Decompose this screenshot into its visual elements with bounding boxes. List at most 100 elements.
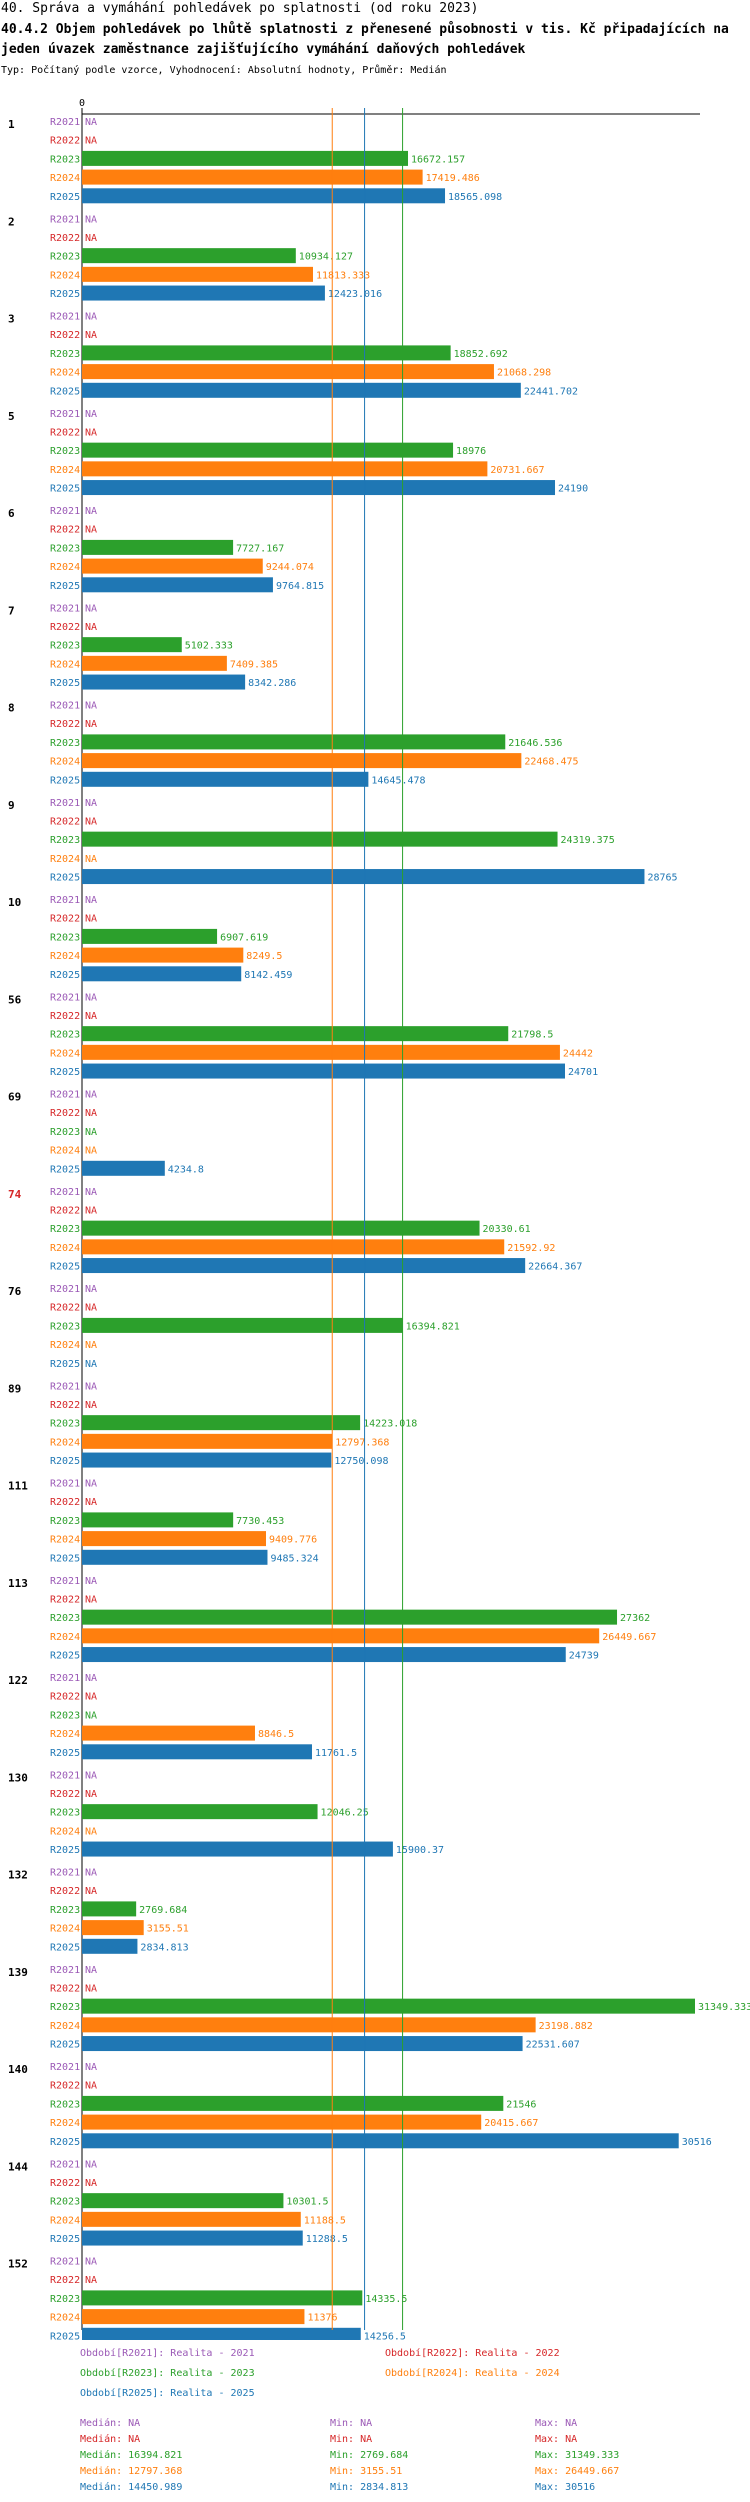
series-label: R2023	[50, 1808, 80, 1819]
na-label: NA	[85, 1497, 97, 1508]
bar-140-R2024	[82, 2114, 482, 2130]
data-label: 10934.127	[299, 252, 353, 263]
data-label: 21646.536	[508, 738, 562, 749]
bar-56-R2023	[82, 1026, 509, 1042]
series-label: R2021	[50, 1965, 80, 1976]
series-label: R2021	[50, 603, 80, 614]
data-label: 9485.324	[270, 1553, 318, 1564]
series-label: R2022	[50, 1108, 80, 1119]
chart-meta: Typ: Počítaný podle vzorce, Vyhodnocení:…	[1, 65, 447, 76]
group-label-74: 74	[8, 1188, 22, 1201]
bar-7-R2025	[82, 674, 246, 690]
series-label: R2023	[50, 446, 80, 457]
bar-56-R2024	[82, 1044, 560, 1060]
series-label: R2021	[50, 1187, 80, 1198]
data-label: 12750.098	[334, 1456, 388, 1467]
series-label: R2025	[50, 484, 80, 495]
series-label: R2021	[50, 1868, 80, 1879]
series-label: R2024	[50, 1437, 80, 1448]
bar-6-R2023	[82, 539, 234, 555]
series-label: R2025	[50, 775, 80, 786]
na-label: NA	[85, 854, 97, 865]
legend-min-R2023: Min: 2769.684	[330, 2450, 409, 2461]
bar-89-R2025	[82, 1452, 332, 1468]
bar-8-R2024	[82, 753, 522, 769]
bar-9-R2025	[82, 869, 645, 885]
series-label: R2025	[50, 678, 80, 689]
series-label: R2023	[50, 1321, 80, 1332]
data-label: 24442	[563, 1048, 593, 1059]
group-label-5: 5	[8, 410, 15, 423]
group-label-3: 3	[8, 313, 15, 326]
data-label: 2769.684	[139, 1905, 187, 1916]
data-label: 21798.5	[511, 1030, 553, 1041]
bar-7-R2023	[82, 637, 182, 653]
series-label: R2025	[50, 386, 80, 397]
series-label: R2023	[50, 252, 80, 263]
series-label: R2022	[50, 914, 80, 925]
na-label: NA	[85, 1381, 97, 1392]
data-label: 16672.157	[411, 154, 465, 165]
na-label: NA	[85, 622, 97, 633]
series-label: R2022	[50, 1400, 80, 1411]
series-label: R2021	[50, 1673, 80, 1684]
bar-132-R2025	[82, 1938, 138, 1954]
bar-74-R2024	[82, 1239, 505, 1255]
series-label: R2022	[50, 2178, 80, 2189]
chart-title: 40. Správa a vymáhání pohledávek po spla…	[1, 1, 479, 16]
bar-113-R2023	[82, 1609, 618, 1625]
series-label: R2023	[50, 2002, 80, 2013]
series-label: R2021	[50, 2257, 80, 2268]
bar-140-R2025	[82, 2133, 679, 2149]
data-label: 20731.667	[490, 465, 544, 476]
na-label: NA	[85, 1011, 97, 1022]
bar-111-R2023	[82, 1512, 234, 1528]
group-label-111: 111	[8, 1480, 28, 1493]
series-label: R2025	[50, 1942, 80, 1953]
bar-144-R2025	[82, 2230, 303, 2246]
series-label: R2021	[50, 1381, 80, 1392]
series-label: R2023	[50, 1419, 80, 1430]
na-label: NA	[85, 1303, 97, 1314]
bar-5-R2024	[82, 461, 488, 477]
series-label: R2025	[50, 1456, 80, 1467]
series-label: R2022	[50, 525, 80, 536]
bar-9-R2023	[82, 831, 558, 847]
series-label: R2021	[50, 312, 80, 323]
series-label: R2024	[50, 1048, 80, 1059]
series-label: R2022	[50, 622, 80, 633]
series-label: R2024	[50, 368, 80, 379]
legend-median-R2022: Medián: NA	[80, 2434, 141, 2445]
series-label: R2023	[50, 1127, 80, 1138]
na-label: NA	[85, 427, 97, 438]
na-label: NA	[85, 1673, 97, 1684]
series-label: R2022	[50, 1692, 80, 1703]
group-label-8: 8	[8, 702, 15, 715]
data-label: 18976	[456, 446, 486, 457]
data-label: 22441.702	[524, 386, 578, 397]
series-label: R2025	[50, 1067, 80, 1078]
series-label: R2023	[50, 2294, 80, 2305]
bar-chart: 0 1 R2021 NA R2022 NA R2023 16672.157 R2024 17419…	[8, 98, 750, 2340]
series-label: R2023	[50, 349, 80, 360]
bar-139-R2023	[82, 1998, 695, 2014]
series-label: R2024	[50, 1243, 80, 1254]
x-axis-tick-label: 0	[79, 98, 85, 109]
series-label: R2024	[50, 757, 80, 768]
bar-5-R2023	[82, 442, 454, 458]
data-label: 30516	[682, 2137, 712, 2148]
series-label: R2021	[50, 2159, 80, 2170]
bar-89-R2024	[82, 1433, 333, 1449]
data-label: 9764.815	[276, 581, 324, 592]
series-label: R2023	[50, 2197, 80, 2208]
bar-144-R2024	[82, 2211, 301, 2227]
legend-median-R2024: Medián: 12797.368	[80, 2466, 183, 2477]
bar-2-R2023	[82, 248, 296, 264]
na-label: NA	[85, 1594, 97, 1605]
na-label: NA	[85, 1965, 97, 1976]
data-label: 16394.821	[406, 1321, 460, 1332]
series-label: R2024	[50, 2118, 80, 2129]
group-label-6: 6	[8, 507, 15, 520]
series-label: R2021	[50, 701, 80, 712]
series-label: R2021	[50, 2062, 80, 2073]
